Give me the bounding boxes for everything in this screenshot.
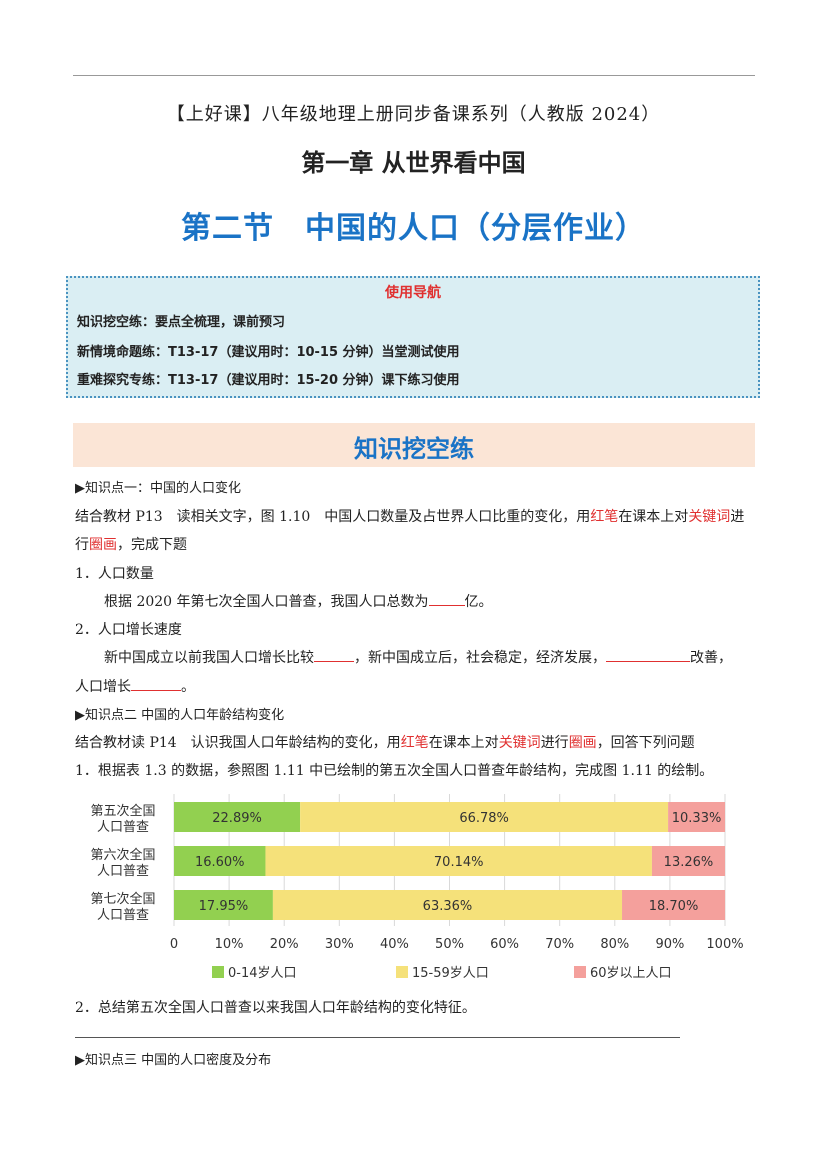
bar-segment <box>651 846 725 876</box>
x-tick-label: 100% <box>706 937 743 952</box>
age-structure-chart: 0 10% 20% 30% 40% 50% 60% 70% 80% 90% 100%第五次全国人口普… <box>90 794 744 981</box>
bar-segment <box>272 890 623 920</box>
kp1-intro2-a: 行 <box>75 537 89 553</box>
kp1-q2-line1: 新中国成立以前我国人口增长比较 ，新中国成立后，社会稳定，经济发展， 改善， <box>104 647 732 667</box>
growth-after-blank[interactable] <box>131 676 181 691</box>
category-label: 第七次全国 <box>90 891 155 907</box>
category-label: 人口普查 <box>97 908 149 923</box>
banner-title: 知识挖空练 <box>354 435 474 463</box>
kp2-intro-d: ，回答下列问题 <box>596 735 695 751</box>
x-tick-label: 40% <box>380 937 409 952</box>
kp1-circle: 圈画 <box>89 537 117 553</box>
section-title: 第二节 中国的人口（分层作业） <box>181 211 646 246</box>
bar-segment <box>622 890 726 920</box>
knowledge-banner: 知识挖空练 <box>73 423 755 467</box>
kp1-intro-line1: 结合教材 P13 读相关文字，图 1.10 中国人口数量及占世界人口比重的变化，… <box>75 506 744 526</box>
x-tick-label: 50% <box>435 937 464 952</box>
data-label: 18.70% <box>649 899 699 914</box>
category-label: 人口普查 <box>97 864 149 879</box>
data-label: 16.60% <box>195 855 245 870</box>
kp1-q2-line2: 人口增长 。 <box>75 676 195 696</box>
kp1-keywords: 关键词 <box>688 509 731 525</box>
kp1-q2-a: 新中国成立以前我国人口增长比较 <box>104 650 314 666</box>
kp1-intro-c: 进 <box>730 509 745 525</box>
kp2-intro-a: 结合教材读 P14 认识我国人口年龄结构的变化，用 <box>75 735 401 751</box>
bar-segment <box>265 846 652 876</box>
kp2-q1: 1．根据表 1.3 的数据，参照图 1.11 中已绘制的第五次全国人口普查年龄结… <box>75 763 714 779</box>
x-tick-label: 80% <box>600 937 629 952</box>
population-total-blank[interactable] <box>428 591 465 606</box>
x-tick-label: 10% <box>215 937 244 952</box>
kp3-heading: ▶知识点三 中国的人口密度及分布 <box>75 1053 272 1068</box>
data-label: 13.26% <box>664 855 714 870</box>
top-rule <box>73 75 755 76</box>
improvement-blank[interactable] <box>606 647 690 662</box>
kp1-intro-b: 在课本上对 <box>618 509 689 525</box>
category-label: 人口普查 <box>97 820 149 835</box>
growth-before-blank[interactable] <box>314 647 354 662</box>
legend-swatch <box>396 966 408 978</box>
kp2-intro-b: 在课本上对 <box>428 735 499 751</box>
kp2-red-pen: 红笔 <box>400 735 429 751</box>
guide-line-1: 知识挖空练：要点全梳理，课前预习 <box>77 315 286 330</box>
kp1-intro2-b: ，完成下题 <box>117 537 187 553</box>
x-tick-label: 90% <box>655 937 684 952</box>
kp1-intro-line2: 行圈画，完成下题 <box>75 534 187 554</box>
kp2-q2: 2．总结第五次全国人口普查以来我国人口年龄结构的变化特征。 <box>75 1000 476 1016</box>
x-tick-label: 30% <box>325 937 354 952</box>
data-label: 63.36% <box>423 899 473 914</box>
kp2-heading: ▶知识点二 中国的人口年龄结构变化 <box>75 708 285 723</box>
kp1-q2-d: 人口增长 <box>75 679 131 695</box>
kp1-q1-title: 1．人口数量 <box>75 566 154 582</box>
guide-title: 使用导航 <box>385 285 441 301</box>
kp1-q2-title: 2．人口增长速度 <box>75 622 182 638</box>
x-tick-label: 0 <box>170 937 178 952</box>
bar-segment <box>174 802 301 832</box>
series-title: 【上好课】八年级地理上册同步备课系列（人教版 2024） <box>166 104 661 125</box>
data-label: 66.78% <box>459 811 509 826</box>
x-tick-label: 60% <box>490 937 519 952</box>
kp1-red-pen: 红笔 <box>590 509 619 525</box>
data-label: 70.14% <box>434 855 484 870</box>
kp2-intro-c: 进行 <box>540 735 569 751</box>
kp2-keywords: 关键词 <box>498 735 541 751</box>
legend-swatch <box>212 966 224 978</box>
data-label: 17.95% <box>199 899 249 914</box>
legend-label: 15-59岁人口 <box>412 966 489 981</box>
usage-guide-box: 使用导航 知识挖空练：要点全梳理，课前预习 新情境命题练：T13-17（建议用时… <box>66 276 760 398</box>
kp2-circle: 圈画 <box>568 735 597 751</box>
kp2-intro: 结合教材读 P14 认识我国人口年龄结构的变化，用红笔在课本上对关键词进行圈画，… <box>75 732 695 752</box>
kp1-q2-e: 。 <box>181 679 195 695</box>
bar-segment <box>300 802 669 832</box>
data-label: 10.33% <box>672 811 722 826</box>
kp1-q1-a: 根据 2020 年第七次全国人口普查，我国人口总数为 <box>104 594 429 610</box>
legend-label: 60岁以上人口 <box>590 966 672 981</box>
kp1-q2-c: 改善， <box>690 650 732 666</box>
bar-segment <box>174 846 266 876</box>
kp1-intro-a: 结合教材 P13 读相关文字，图 1.10 中国人口数量及占世界人口比重的变化，… <box>75 509 591 525</box>
bar-segment <box>174 890 273 920</box>
kp1-q1: 根据 2020 年第七次全国人口普查，我国人口总数为 亿。 <box>104 591 493 611</box>
legend-swatch <box>574 966 586 978</box>
kp1-q1-b: 亿。 <box>464 594 493 610</box>
category-label: 第五次全国 <box>90 803 155 819</box>
answer-line[interactable] <box>75 1037 680 1038</box>
category-label: 第六次全国 <box>90 847 155 863</box>
chapter-title: 第一章 从世界看中国 <box>301 149 526 177</box>
guide-line-2: 新情境命题练：T13-17（建议用时：10-15 分钟）当堂测试使用 <box>77 345 460 360</box>
x-tick-label: 70% <box>545 937 574 952</box>
x-tick-label: 20% <box>270 937 299 952</box>
legend-label: 0-14岁人口 <box>228 966 297 981</box>
data-label: 22.89% <box>212 811 262 826</box>
guide-line-3: 重难探究专练：T13-17（建议用时：15-20 分钟）课下练习使用 <box>77 373 460 388</box>
kp1-q2-b: ，新中国成立后，社会稳定，经济发展， <box>354 650 606 666</box>
kp1-heading: ▶知识点一：中国的人口变化 <box>75 481 241 496</box>
bar-segment <box>668 802 725 832</box>
